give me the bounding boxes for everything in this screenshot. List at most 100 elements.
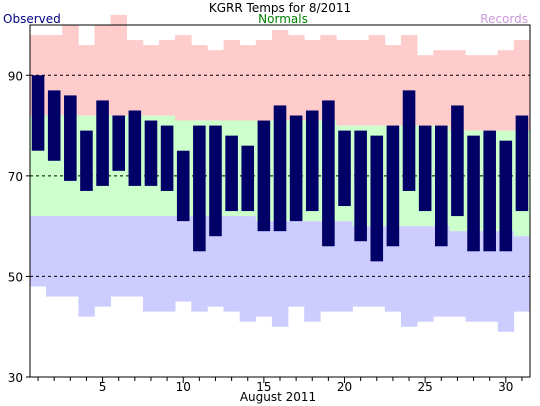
record-high-band — [384, 45, 402, 126]
legend-normals: Normals — [258, 12, 308, 26]
x-tick-label: 15 — [256, 380, 271, 394]
record-high-band — [271, 30, 289, 121]
record-high-band — [336, 40, 353, 126]
observed-bar — [209, 125, 222, 237]
observed-bar — [467, 135, 480, 252]
record-high-band — [191, 45, 208, 121]
observed-bar — [64, 95, 77, 181]
observed-bar — [176, 150, 190, 222]
record-low-band — [126, 216, 144, 297]
record-low-band — [497, 231, 515, 332]
y-tick-label: 70 — [8, 170, 23, 184]
record-low-band — [304, 221, 321, 322]
record-low-band — [465, 231, 482, 322]
chart-title: KGRR Temps for 8/2011 — [209, 1, 351, 15]
legend-observed: Observed — [3, 12, 61, 26]
record-high-band — [433, 50, 450, 126]
record-low-band — [481, 231, 499, 322]
record-high-band — [288, 35, 305, 121]
record-low-band — [336, 221, 353, 312]
record-high-band — [304, 40, 321, 121]
observed-bar — [112, 115, 125, 171]
record-high-band — [255, 40, 273, 121]
record-low-band — [30, 216, 47, 287]
record-low-band — [159, 216, 176, 312]
observed-bar — [338, 130, 351, 207]
record-high-band — [159, 40, 176, 116]
record-high-band — [78, 45, 95, 116]
record-high-band — [62, 25, 79, 116]
observed-bar — [289, 115, 303, 222]
x-tick-label: 30 — [498, 380, 513, 394]
y-tick-label: 90 — [8, 69, 23, 83]
record-high-band — [142, 45, 160, 116]
record-high-band — [223, 40, 240, 121]
record-low-band — [271, 221, 289, 327]
record-low-band — [94, 216, 111, 307]
observed-bar — [418, 125, 432, 212]
record-high-band — [175, 35, 192, 121]
record-low-band — [433, 226, 450, 317]
record-high-band — [481, 55, 499, 131]
record-low-band — [175, 216, 192, 302]
record-low-band — [288, 221, 305, 307]
observed-bar — [515, 115, 529, 212]
x-tick-label: 25 — [418, 380, 433, 394]
observed-bar — [499, 140, 513, 252]
record-high-band — [110, 14, 128, 116]
record-high-band — [352, 40, 370, 126]
record-low-band — [449, 231, 466, 317]
observed-bar — [144, 120, 158, 186]
record-low-band — [223, 216, 240, 312]
record-high-band — [207, 50, 224, 121]
record-low-band — [239, 216, 257, 322]
observed-bar — [31, 75, 45, 151]
record-low-band — [62, 216, 79, 297]
record-low-band — [513, 236, 531, 312]
observed-bar — [257, 120, 271, 232]
observed-bar — [160, 125, 174, 191]
observed-bar — [225, 135, 238, 212]
legend-records: Records — [480, 12, 528, 26]
record-high-band — [513, 40, 531, 131]
record-high-band — [320, 35, 337, 121]
observed-bar — [47, 90, 61, 161]
record-high-band — [94, 25, 111, 116]
record-low-band — [142, 216, 160, 312]
observed-bar — [402, 90, 416, 191]
x-axis-label: August 2011 — [240, 390, 316, 404]
record-low-band — [207, 216, 224, 307]
record-high-band — [368, 35, 386, 126]
x-tick-label: 20 — [337, 380, 352, 394]
observed-bar — [128, 110, 142, 186]
record-high-band — [417, 55, 434, 126]
x-tick-label: 10 — [176, 380, 191, 394]
record-high-band — [497, 50, 515, 131]
record-low-band — [78, 216, 95, 317]
record-low-band — [255, 221, 273, 317]
observed-bar — [193, 125, 206, 252]
observed-bar — [305, 110, 319, 212]
record-low-band — [46, 216, 63, 297]
record-high-band — [239, 45, 257, 121]
observed-bar — [96, 100, 109, 186]
record-low-band — [417, 226, 434, 322]
observed-bar — [322, 100, 335, 247]
observed-bar — [483, 130, 496, 252]
observed-bar — [386, 125, 400, 247]
observed-bar — [435, 125, 448, 247]
observed-bar — [451, 105, 464, 217]
record-high-band — [465, 55, 482, 131]
record-low-band — [110, 216, 128, 297]
y-tick-label: 50 — [8, 270, 23, 284]
record-high-band — [126, 40, 144, 116]
y-tick-label: 30 — [8, 371, 23, 385]
plot-area: 5 10 15 20 25 30 30 50 70 90 — [8, 14, 531, 394]
observed-bar — [354, 130, 367, 242]
x-tick-label: 5 — [99, 380, 107, 394]
observed-bar — [80, 130, 93, 191]
observed-bar — [370, 135, 384, 262]
observed-bar — [241, 145, 255, 212]
record-low-band — [352, 226, 370, 307]
